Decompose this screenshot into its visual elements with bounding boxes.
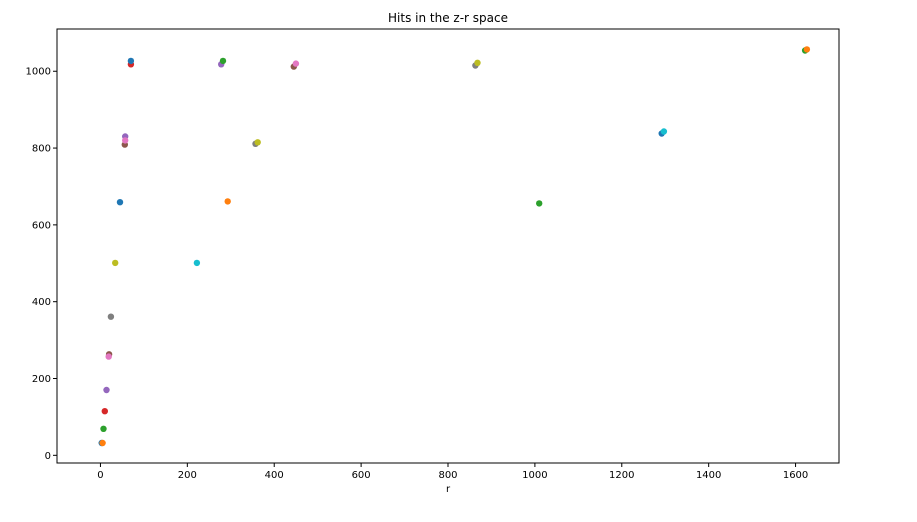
data-point xyxy=(112,259,119,267)
data-point xyxy=(224,198,231,205)
data-point xyxy=(103,386,110,394)
x-tick-label: 600 xyxy=(352,470,371,481)
data-point xyxy=(105,353,112,360)
y-tick-label: 0 xyxy=(45,451,51,462)
y-tick-label: 800 xyxy=(32,144,51,155)
x-tick-label: 1200 xyxy=(609,470,634,481)
data-point xyxy=(474,59,481,66)
y-tick-label: 1000 xyxy=(26,67,51,78)
data-point xyxy=(660,128,668,135)
x-tick-label: 1000 xyxy=(522,470,547,481)
x-axis-label: r xyxy=(446,484,451,495)
x-tick-label: 0 xyxy=(97,470,103,481)
chart-title: Hits in the z-r space xyxy=(388,11,508,25)
data-point xyxy=(101,408,109,415)
data-point xyxy=(122,137,129,144)
data-point xyxy=(107,313,115,320)
data-point xyxy=(116,199,124,206)
x-tick-label: 200 xyxy=(178,470,197,481)
y-tick-label: 600 xyxy=(32,220,51,231)
y-axis: 0 200 400 600 800 1000 xyxy=(26,67,57,462)
data-point xyxy=(219,57,227,65)
data-point xyxy=(254,139,261,146)
data-point xyxy=(536,200,543,207)
x-axis: 0 200 400 600 800 1000 1200 1400 1600 xyxy=(97,463,808,481)
x-tick-label: 1400 xyxy=(696,470,721,481)
y-tick-label: 400 xyxy=(32,297,51,308)
y-tick-label: 200 xyxy=(32,374,51,385)
data-point xyxy=(292,60,300,67)
data-point xyxy=(193,259,201,267)
x-tick-label: 800 xyxy=(438,470,457,481)
x-tick-label: 400 xyxy=(265,470,284,481)
data-point xyxy=(99,439,106,447)
data-point xyxy=(803,46,811,53)
data-point xyxy=(127,57,135,65)
plot-area xyxy=(98,46,811,447)
x-tick-label: 1600 xyxy=(783,470,808,481)
data-point xyxy=(100,425,107,432)
